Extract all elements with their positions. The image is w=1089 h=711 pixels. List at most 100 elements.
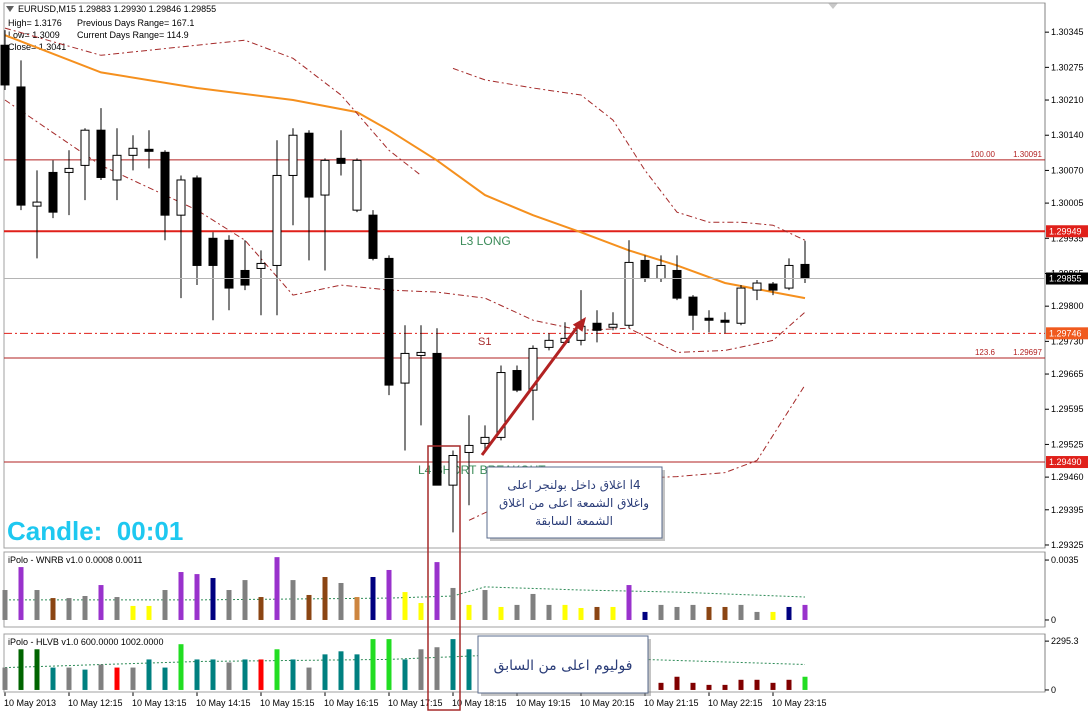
x-tick-label: 10 May 14:15 [196,698,251,708]
candle-body [80,129,90,166]
level-value: 1.29697 [1013,348,1042,357]
x-tick-label: 10 May 16:15 [324,698,379,708]
histogram-bar [610,606,616,620]
histogram-bar [402,659,408,690]
histogram-bar [674,676,680,690]
x-tick-label: 10 May 17:15 [388,698,443,708]
price-tag-label: 1.29949 [1049,226,1082,236]
panel-title: iPolo - HLVB v1.0 600.0000 1002.0000 [8,637,163,647]
candle-body [512,370,522,391]
y-tick-label: 1.30345 [1051,27,1084,37]
y-tick-label: 0.0035 [1051,555,1079,565]
candle-body [64,167,74,173]
histogram-bar [434,562,440,620]
info-text: Previous Days Range= 167.1 [77,18,194,28]
candle-body [656,264,666,280]
histogram-bar [162,590,168,620]
level-annotation: L3 LONG [460,234,511,248]
price-tag [1046,327,1088,340]
histogram-bar [418,603,424,620]
candle-body [16,86,26,206]
candle-body [624,261,634,326]
candle-body [736,287,746,324]
histogram-bar [146,605,152,620]
histogram-bar [498,606,504,620]
candle-body [464,444,474,453]
candle-body [144,148,154,152]
candle-body [368,214,378,259]
histogram-bar [786,679,792,690]
histogram-bar [674,606,680,620]
price-tag [1046,456,1088,469]
candle-body [352,159,362,211]
fib-label: 123.6 [975,348,996,357]
y-tick-label: 0 [1051,615,1056,625]
histogram-bar [466,649,472,690]
candle-body [672,269,682,299]
title-icon [6,6,14,12]
level-annotation: S1 [478,336,491,348]
overlay-line [4,27,806,241]
histogram-bar [706,606,712,620]
y-tick-label: 1.29460 [1051,472,1084,482]
candle-body [160,151,170,216]
candle-body [704,317,714,321]
y-tick-label: 1.29595 [1051,404,1084,414]
histogram-bar [178,572,184,620]
histogram-bar [690,604,696,620]
candle-body [272,174,282,266]
histogram-bar [274,557,280,620]
candle-body [304,132,314,198]
histogram-bar [50,598,56,620]
histogram-bar [130,605,136,620]
candle-body [128,147,138,156]
histogram-bar [178,644,184,690]
y-tick-label: 1.29935 [1051,233,1084,243]
y-tick-label: 1.30070 [1051,165,1084,175]
histogram-bar [754,611,760,620]
info-text: High= 1.3176 [8,18,62,28]
histogram-bar [114,597,120,620]
note-box [486,466,663,539]
histogram-bar [322,654,328,690]
histogram-bar [562,604,568,620]
histogram-bar [82,669,88,690]
histogram-bar [2,667,8,690]
x-tick-label: 10 May 12:15 [68,698,123,708]
histogram-bar [242,659,248,690]
candle-body [240,269,250,286]
overlay-line [4,99,806,353]
x-tick-label: 10 May 18:15 [452,698,507,708]
candle-body [784,264,794,289]
note-text: الشمعة السابقة [535,514,613,528]
histogram-bar [466,604,472,620]
histogram-bar [274,649,280,690]
chart-title: EURUSD,M15 1.29883 1.29930 1.29846 1.298… [18,4,216,14]
candle-body [288,134,298,176]
candle-body [496,372,506,438]
histogram-bar [66,598,72,620]
candle-body [688,296,698,316]
info-text: Current Days Range= 114.9 [77,30,189,40]
highlight-box [427,445,461,711]
current-price-tag [1046,272,1088,285]
candle-body [112,154,122,181]
histogram-bar [354,597,360,620]
histogram-bar [18,567,24,620]
x-tick-label: 10 May 21:15 [644,698,699,708]
histogram-bar [306,594,312,620]
histogram-bar [226,590,232,620]
fib-label: 100.00 [971,150,996,159]
histogram-bar [434,647,440,690]
y-tick-label: 0 [1051,685,1056,695]
candle-body [432,352,442,486]
histogram-bar [770,611,776,620]
histogram-bar [338,651,344,690]
info-text: Low= 1.3009 [8,30,60,40]
x-tick-label: 10 May 15:15 [260,698,315,708]
note-text: فوليوم اعلى من السابق [494,658,633,674]
x-tick-label: 10 May 20:15 [580,698,635,708]
y-tick-label: 1.30140 [1051,130,1084,140]
